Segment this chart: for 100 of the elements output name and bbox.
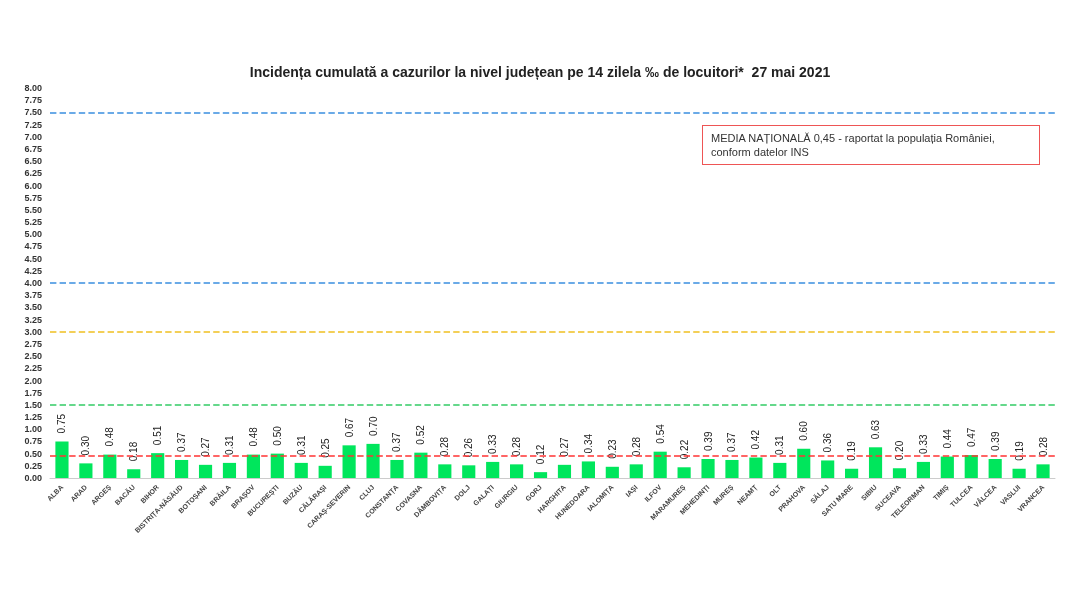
bar — [940, 456, 954, 478]
data-label: 0.39 — [989, 431, 1001, 451]
bar — [127, 469, 141, 478]
bar — [366, 443, 380, 478]
data-label: 0.37 — [176, 432, 188, 452]
bar — [246, 454, 260, 478]
annotation: MEDIA NAȚIONALĂ 0,45 - raportat la populația României, conform datelor INS — [702, 125, 1040, 165]
y-tick-label: 0.50 — [24, 448, 42, 459]
y-tick-label: 4.50 — [24, 253, 42, 264]
bar — [557, 464, 572, 478]
bar — [892, 468, 907, 478]
data-label: 0.67 — [343, 417, 355, 438]
y-tick-label: 1.25 — [24, 412, 42, 423]
data-label: 0.50 — [271, 425, 283, 446]
y-tick-label: 5.25 — [24, 217, 42, 228]
y-tick-label: 7.00 — [24, 131, 42, 142]
data-label: 0.70 — [367, 415, 379, 436]
data-label: 0.75 — [56, 413, 68, 434]
data-label: 0.18 — [128, 441, 140, 462]
y-tick-label: 0.00 — [24, 473, 42, 483]
y-tick-label: 2.00 — [24, 375, 42, 386]
bar — [318, 465, 332, 478]
bar — [342, 445, 356, 478]
y-tick-label: 0.75 — [24, 436, 42, 447]
bar — [222, 462, 237, 478]
y-tick-label: 6.75 — [24, 143, 42, 154]
y-tick-label: 5.50 — [24, 204, 42, 215]
bar — [581, 461, 595, 478]
data-label: 0.36 — [822, 432, 834, 453]
y-tick-label: 7.25 — [24, 119, 42, 130]
y-tick-label: 6.25 — [24, 168, 42, 179]
data-label: 0.37 — [391, 432, 403, 452]
y-tick-label: 4.00 — [24, 278, 42, 288]
y-tick-label: 7.75 — [24, 95, 42, 106]
data-label: 0.31 — [774, 434, 786, 455]
data-label: 0.30 — [80, 435, 92, 456]
data-label: 0.26 — [463, 437, 475, 458]
data-label: 0.39 — [702, 431, 714, 451]
bar — [988, 458, 1002, 478]
data-label: 0.23 — [606, 438, 618, 459]
data-label: 0.31 — [295, 434, 307, 455]
bar — [725, 459, 739, 478]
y-tick-label: 1.50 — [24, 399, 42, 410]
data-label: 0.27 — [200, 436, 212, 457]
bar — [821, 460, 835, 478]
bar — [151, 453, 165, 478]
y-tick-label: 6.50 — [24, 156, 42, 167]
data-label: 0.48 — [247, 426, 259, 447]
bar — [414, 452, 428, 478]
bar — [916, 461, 930, 478]
bar — [964, 455, 978, 478]
data-label: 0.19 — [846, 440, 858, 461]
y-tick-label: 4.25 — [24, 265, 42, 276]
data-label: 0.47 — [965, 427, 977, 448]
bar — [701, 458, 715, 478]
bar — [390, 459, 404, 478]
data-label: 0.27 — [558, 436, 570, 457]
bar — [868, 447, 883, 478]
data-label: 0.44 — [941, 428, 953, 449]
y-tick-label: 3.00 — [24, 326, 42, 337]
y-tick-label: 3.75 — [24, 290, 42, 301]
y-tick-label: 1.00 — [24, 424, 42, 435]
bar — [749, 457, 763, 478]
data-label: 0.60 — [798, 420, 810, 441]
data-label: 0.20 — [893, 440, 905, 461]
data-label: 0.42 — [750, 429, 762, 450]
y-tick-label: 2.25 — [24, 363, 42, 374]
y-tick-label: 0.25 — [24, 460, 42, 471]
bar — [198, 464, 213, 478]
data-label: 0.28 — [439, 436, 451, 457]
bar — [1012, 468, 1026, 478]
y-tick-label: 7.50 — [24, 107, 42, 118]
y-tick-label: 4.75 — [24, 241, 42, 252]
data-label: 0.33 — [487, 434, 499, 454]
data-label: 0.12 — [535, 444, 547, 465]
bar — [438, 464, 452, 478]
bar — [294, 462, 308, 478]
y-tick-label: 3.25 — [24, 314, 42, 325]
bar — [55, 441, 69, 478]
data-label: 0.22 — [678, 439, 690, 460]
bar — [486, 461, 500, 478]
data-label: 0.19 — [1013, 440, 1025, 461]
data-label: 0.25 — [319, 437, 331, 458]
data-label: 0.48 — [104, 426, 116, 447]
data-label: 0.37 — [726, 432, 738, 452]
bar — [797, 448, 811, 478]
bar — [605, 466, 619, 478]
bar — [1036, 464, 1050, 478]
y-tick-label: 5.75 — [24, 192, 42, 203]
bar — [79, 463, 93, 478]
y-tick-label: 5.00 — [24, 229, 42, 240]
data-label: 0.63 — [870, 419, 882, 440]
y-tick-label: 2.50 — [24, 351, 42, 362]
y-tick-label: 1.75 — [24, 387, 42, 398]
y-tick-label: 2.75 — [24, 338, 42, 349]
bar — [510, 464, 524, 478]
bar — [270, 453, 284, 478]
bar — [629, 464, 643, 478]
data-label: 0.52 — [415, 424, 427, 445]
data-label: 0.31 — [223, 434, 235, 455]
